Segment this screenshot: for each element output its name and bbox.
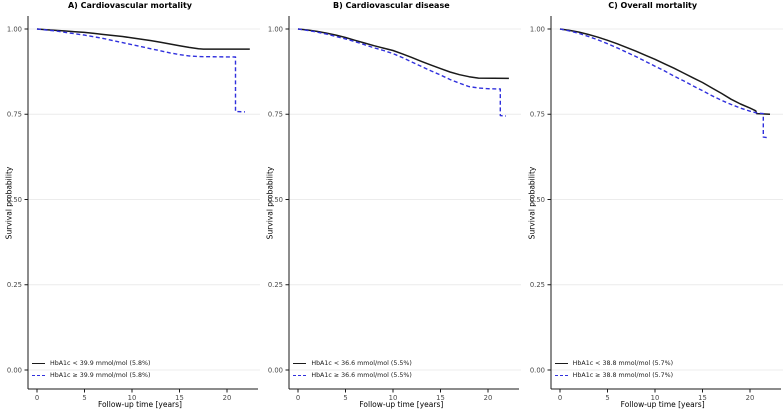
x-tick-label: 5 [344,394,348,402]
legend-label: HbA1c ≥ 39.9 mmol/mol (5.8%) [50,371,151,379]
y-tick-label: 0.75 [530,111,545,119]
legend-label: HbA1c < 36.6 mmol/mol (5.5%) [311,360,412,368]
legend-label: HbA1c ≥ 38.8 mmol/mol (5.7%) [572,371,674,379]
km-panel-cardiovascular-mortality: A) Cardiovascular mortality Survival pro… [0,0,261,410]
legend-line-sample-dashed [32,374,45,376]
km-curve-high-hba1c [298,28,507,117]
x-tick-label: 10 [650,394,659,402]
y-tick-label: 0.25 [7,281,22,289]
x-tick-label: 10 [389,394,398,402]
km-curve-low-hba1c [36,28,250,50]
km-panel-cardiovascular-disease: B) Cardiovascular disease Survival proba… [261,0,522,410]
plot-legend: HbA1c < 38.8 mmol/mol (5.7%) HbA1c ≥ 38.… [554,358,674,382]
legend-item: HbA1c ≥ 36.6 mmol/mol (5.5%) [293,370,412,382]
km-panel-overall-mortality: C) Overall mortality Survival probabilit… [523,0,784,410]
y-tick-label: 1.00 [530,25,545,33]
legend-line-sample-solid [32,363,45,365]
legend-label: HbA1c ≥ 36.6 mmol/mol (5.5%) [311,371,412,379]
x-tick-label: 15 [437,394,446,402]
y-tick-label: 0.25 [530,281,545,289]
x-tick-label: 0 [35,394,39,402]
km-curve-high-hba1c [559,28,769,139]
y-tick-label: 1.00 [268,25,283,33]
survival-plot: 0.00 0.25 0.50 0.75 1.00 0 5 10 15 20 [530,16,783,402]
y-tick-label: 0.00 [7,366,22,374]
legend-item: HbA1c < 36.6 mmol/mol (5.5%) [293,358,412,370]
legend-line-sample-solid [293,363,307,365]
legend-label: HbA1c < 39.9 mmol/mol (5.8%) [50,360,151,368]
plot-legend: HbA1c < 36.6 mmol/mol (5.5%) HbA1c ≥ 36.… [293,358,412,382]
y-tick-label: 1.00 [7,25,22,33]
x-tick-label: 0 [296,394,300,402]
x-tick-label: 20 [484,394,493,402]
legend-item: HbA1c ≥ 38.8 mmol/mol (5.7%) [554,370,674,382]
x-tick-label: 15 [175,394,184,402]
km-curve-high-hba1c [36,28,246,113]
y-tick-label: 0.00 [530,366,545,374]
x-tick-label: 20 [223,394,232,402]
x-axis-label: Follow-up time [years] [620,400,705,409]
panel-title: B) Cardiovascular disease [333,1,450,10]
x-tick-label: 0 [557,394,561,402]
panel-title: C) Overall mortality [608,1,698,10]
x-tick-label: 5 [82,394,86,402]
x-tick-label: 15 [698,394,707,402]
panel-title: A) Cardiovascular mortality [67,1,193,10]
y-tick-label: 0.50 [530,196,545,204]
plot-legend: HbA1c < 39.9 mmol/mol (5.8%) HbA1c ≥ 39.… [32,358,150,381]
x-tick-label: 20 [745,394,754,402]
survival-plot: 0.00 0.25 0.50 0.75 1.00 0 5 10 15 20 [268,16,522,402]
km-curve-low-hba1c [559,28,770,116]
legend-item: HbA1c ≥ 39.9 mmol/mol (5.8%) [32,370,150,382]
legend-line-sample-solid [554,363,568,365]
y-tick-label: 0.00 [268,366,283,374]
legend-line-sample-dashed [554,374,568,376]
legend-label: HbA1c < 38.8 mmol/mol (5.7%) [572,360,674,368]
y-tick-label: 0.50 [268,196,283,204]
legend-item: HbA1c < 38.8 mmol/mol (5.7%) [554,358,674,370]
y-tick-label: 0.25 [268,281,283,289]
legend-item: HbA1c < 39.9 mmol/mol (5.8%) [32,358,150,370]
y-tick-label: 0.50 [7,196,22,204]
km-curve-low-hba1c [298,28,510,80]
survival-plot: 0.00 0.25 0.50 0.75 1.00 0 5 10 15 20 [7,16,260,402]
x-axis-label: Follow-up time [years] [98,400,182,409]
y-tick-label: 0.75 [268,111,283,119]
x-tick-label: 10 [128,394,137,402]
legend-line-sample-dashed [293,374,307,376]
y-tick-label: 0.75 [7,111,22,119]
x-tick-label: 5 [605,394,609,402]
x-axis-label: Follow-up time [years] [359,400,444,409]
